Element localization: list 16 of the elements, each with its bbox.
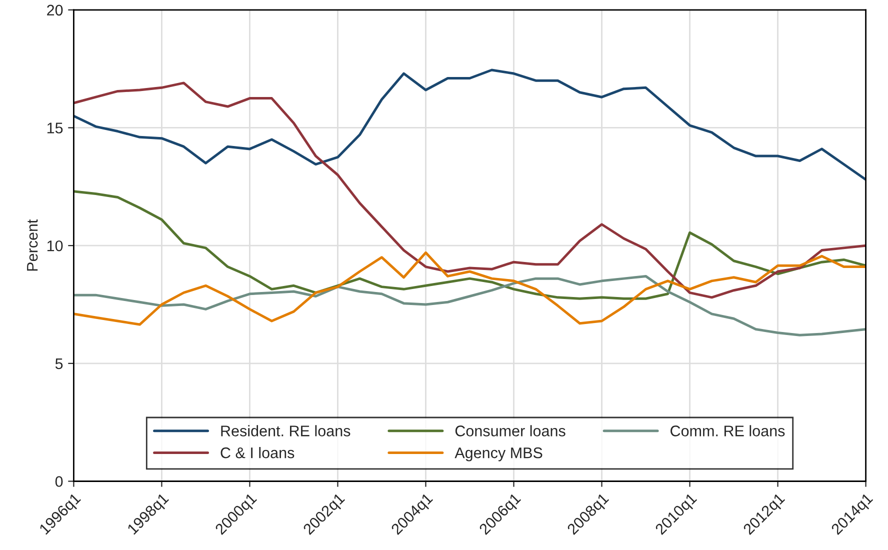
legend-label: Consumer loans (455, 425, 566, 436)
legend-label: Resident. RE loans (221, 425, 350, 436)
legend-label: C & I loans (220, 447, 294, 458)
legend-label: Agency MBS (454, 447, 542, 462)
line-series (74, 82, 866, 299)
y-tick-label: 10 (47, 240, 63, 252)
line-series (74, 251, 866, 326)
y-tick-label: 0 (55, 476, 63, 487)
y-axis-title: Percent (27, 219, 38, 271)
line-series (74, 68, 866, 181)
y-tick-label: 15 (47, 122, 63, 134)
y-tick-label: 5 (55, 358, 63, 370)
y-tick-label: 20 (47, 4, 63, 16)
line-series (74, 274, 866, 336)
line-series (74, 190, 866, 300)
legend-label: Comm. RE loans (670, 425, 785, 436)
